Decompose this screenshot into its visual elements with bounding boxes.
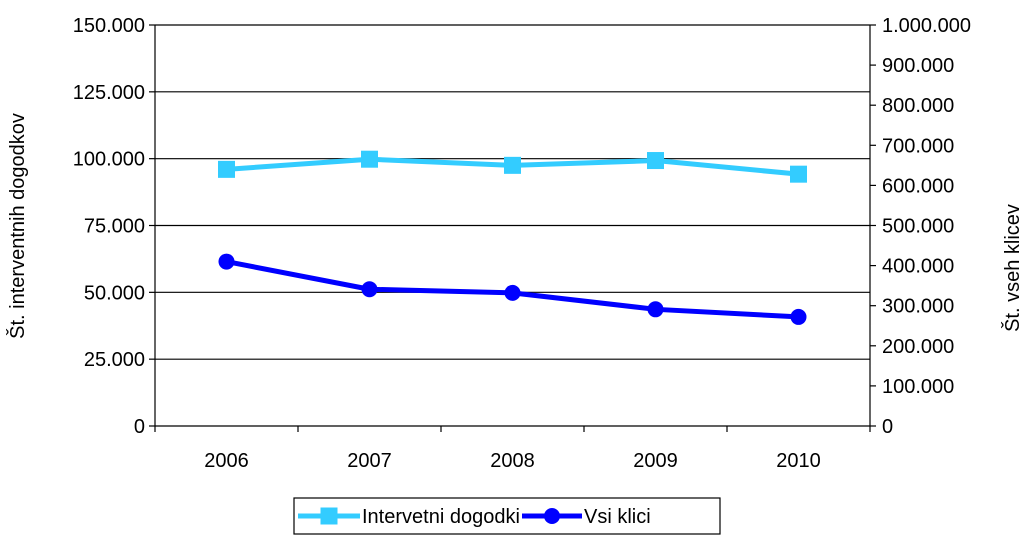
data-point-vsi-klici	[361, 281, 378, 298]
right-tick-label: 400.000	[882, 256, 954, 278]
right-tick-label: 0	[882, 416, 893, 438]
legend: Intervetni dogodki Vsi klici	[293, 497, 721, 535]
data-point-vsi-klici	[790, 308, 807, 325]
left-tick-label: 50.000	[84, 282, 145, 304]
data-point-vsi-klici	[504, 284, 521, 301]
x-tick-label: 2008	[490, 450, 535, 472]
right-tick-label: 600.000	[882, 175, 954, 197]
left-tick-label: 125.000	[73, 82, 145, 104]
x-tick-label: 2006	[204, 450, 249, 472]
data-point-intervetni	[647, 152, 664, 170]
right-tick-label: 800.000	[882, 95, 954, 117]
right-tick-label: 700.000	[882, 135, 954, 157]
right-tick-label: 100.000	[882, 376, 954, 398]
data-point-vsi-klici	[647, 301, 664, 318]
data-point-intervetni	[218, 160, 235, 178]
x-tick-label: 2010	[776, 450, 821, 472]
data-point-intervetni	[504, 156, 521, 174]
left-tick-label: 150.000	[73, 15, 145, 37]
right-tick-label: 900.000	[882, 55, 954, 77]
legend-box	[293, 497, 721, 535]
legend-marker-intervetni	[320, 507, 338, 525]
data-point-vsi-klici	[218, 253, 235, 270]
right-tick-label: 200.000	[882, 336, 954, 358]
legend-label-vsi-klici: Vsi klici	[584, 506, 651, 528]
left-tick-label: 75.000	[84, 216, 145, 238]
series-lines	[218, 150, 807, 325]
left-tick-label: 25.000	[84, 349, 145, 371]
left-axis-ticks: 0 25.000 50.000 75.000 100.000 125.000 150.000	[73, 15, 155, 438]
x-tick-label: 2009	[633, 450, 678, 472]
data-point-intervetni	[361, 150, 378, 168]
x-tick-label: 2007	[347, 450, 392, 472]
grid-lines	[155, 24, 870, 360]
right-axis-ticks: 0 100.000 200.000 300.000 400.000 500.000 600.…	[870, 15, 971, 438]
data-point-intervetni	[790, 165, 807, 183]
right-tick-label: 1.000.000	[882, 15, 971, 37]
left-tick-label: 0	[134, 416, 145, 438]
right-tick-label: 500.000	[882, 216, 954, 238]
right-tick-label: 300.000	[882, 296, 954, 318]
x-axis-ticks: 2006 2007 2008 2009 2010	[154, 426, 871, 472]
legend-label-intervetni: Intervetni dogodki	[362, 506, 520, 528]
left-tick-label: 100.000	[73, 149, 145, 171]
right-axis-label: Št. vseh klicev	[1001, 204, 1024, 332]
left-axis-label: Št. interventnih dogodkov	[6, 113, 29, 339]
legend-marker-vsi-klici	[544, 508, 560, 524]
